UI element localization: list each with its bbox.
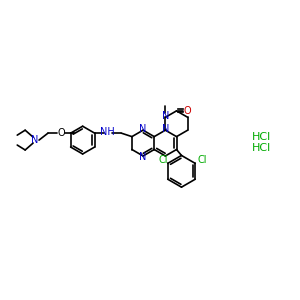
Text: O: O bbox=[57, 128, 64, 138]
Text: Cl: Cl bbox=[158, 155, 167, 165]
Text: Cl: Cl bbox=[197, 155, 207, 165]
Text: HCl: HCl bbox=[252, 132, 271, 142]
Text: N: N bbox=[162, 111, 169, 121]
Text: N: N bbox=[162, 124, 169, 134]
Text: HCl: HCl bbox=[252, 143, 271, 153]
Text: N: N bbox=[32, 135, 39, 145]
Text: NH: NH bbox=[100, 127, 115, 137]
Text: N: N bbox=[140, 124, 147, 134]
Text: O: O bbox=[184, 106, 191, 116]
Text: N: N bbox=[140, 152, 147, 162]
